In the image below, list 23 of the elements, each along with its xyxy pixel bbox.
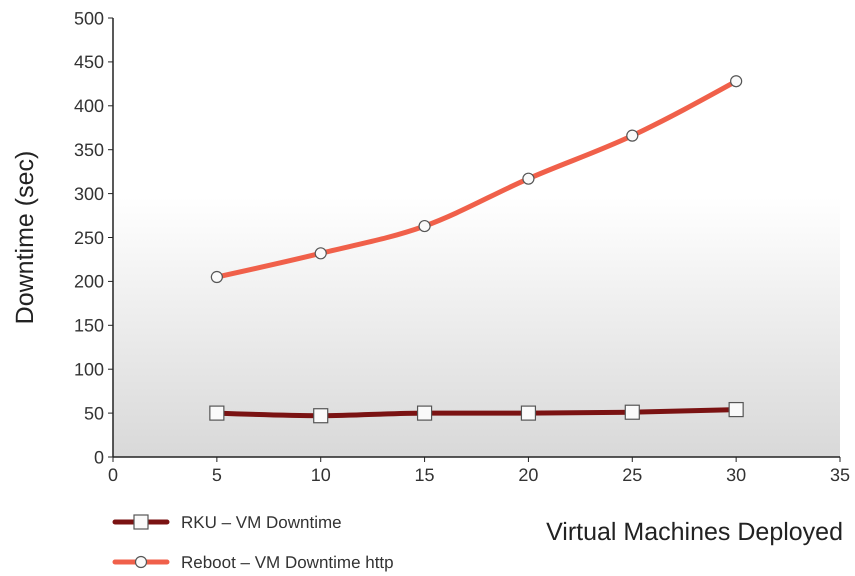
x-tick-label: 30 [726, 465, 746, 485]
y-tick-label: 100 [74, 360, 104, 380]
x-axis-title: Virtual Machines Deployed [546, 518, 843, 546]
y-tick-label: 400 [74, 96, 104, 116]
y-tick-label: 350 [74, 140, 104, 160]
y-tick-label: 500 [74, 8, 104, 28]
x-tick-label: 15 [414, 465, 435, 485]
y-tick-label: 150 [74, 316, 104, 336]
y-tick-label: 250 [74, 228, 104, 248]
y-tick-label: 200 [74, 272, 104, 292]
x-tick-label: 25 [622, 465, 642, 485]
y-axis-title: Downtime (sec) [11, 150, 39, 324]
x-tick-label: 20 [518, 465, 538, 485]
x-tick-label: 35 [830, 465, 850, 485]
x-tick-label: 10 [310, 465, 331, 485]
y-tick-label: 300 [74, 184, 104, 204]
legend-label: RKU – VM Downtime [181, 512, 342, 532]
y-tick-label: 50 [84, 403, 104, 424]
x-tick-label: 5 [212, 465, 222, 485]
y-tick-label: 450 [74, 52, 104, 72]
legend-label: Reboot – VM Downtime http [181, 552, 394, 572]
y-tick-label: 0 [94, 447, 104, 468]
x-tick-label: 0 [108, 465, 118, 485]
